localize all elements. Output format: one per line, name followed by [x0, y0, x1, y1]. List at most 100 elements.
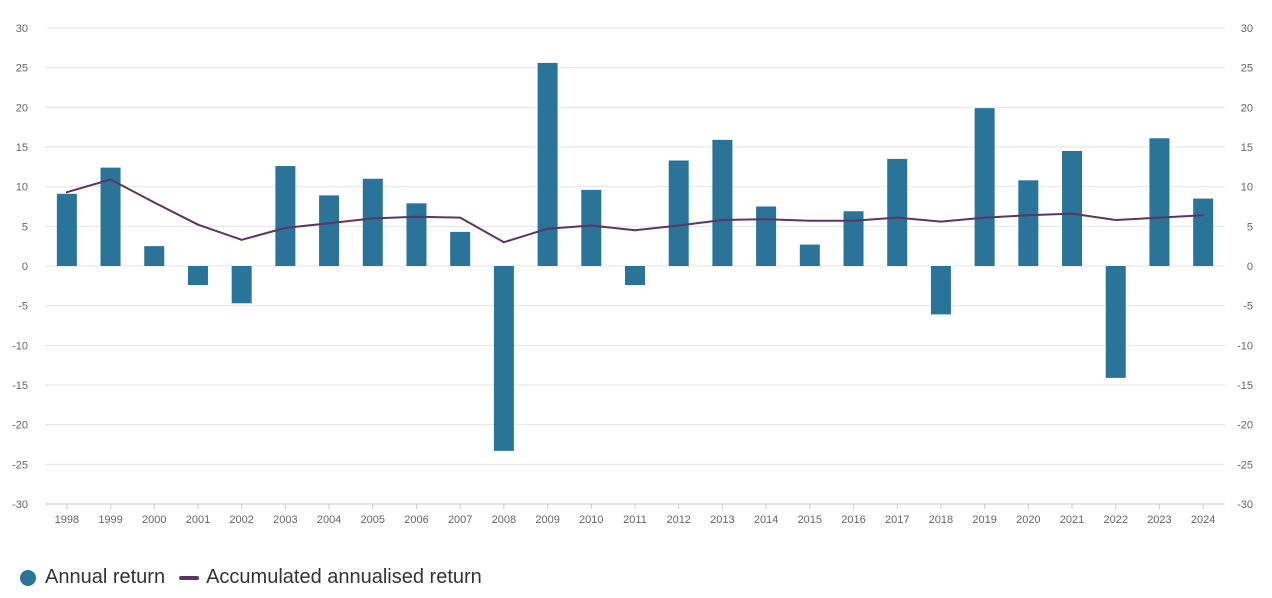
line-point-2001: [196, 223, 199, 226]
line-point-2005: [371, 217, 374, 220]
y-tick-label-left: 20: [16, 102, 28, 114]
x-tick-label: 1998: [55, 514, 79, 526]
line-point-2012: [677, 224, 680, 227]
x-tick-label: 2023: [1147, 514, 1171, 526]
bar-2010: [581, 189, 602, 266]
y-tick-label-left: -20: [12, 420, 28, 432]
bar-2023: [1149, 138, 1170, 266]
line-point-2004: [328, 222, 331, 225]
legend-marker-annual-return: [20, 569, 36, 586]
bar-2012: [668, 160, 689, 266]
bar-2007: [450, 231, 471, 266]
line-point-2024: [1202, 214, 1205, 217]
x-tick-label: 2015: [798, 514, 822, 526]
line-point-2022: [1114, 218, 1117, 221]
x-tick-label: 2005: [361, 514, 385, 526]
y-tick-label-left: 30: [16, 23, 28, 35]
x-tick-label: 2017: [885, 514, 909, 526]
bar-2013: [712, 139, 733, 266]
line-point-2015: [808, 219, 811, 222]
bar-2000: [144, 246, 165, 266]
y-tick-label-left: 10: [16, 182, 28, 194]
y-tick-label-left: -5: [18, 301, 28, 313]
y-tick-label-right: 0: [1247, 261, 1253, 273]
y-tick-label-right: -5: [1243, 301, 1253, 313]
y-axis-right: 30 25 20 15 10 5 0 -5 -10 -15 -20 -25 -30: [1237, 23, 1253, 511]
x-tick-label: 2010: [579, 514, 603, 526]
y-tick-label-right: 25: [1241, 63, 1253, 75]
line-point-2023: [1158, 216, 1161, 219]
x-axis: 1998 1999 2000 2001 2002 2003 2004 2005 2006 2007…: [55, 504, 1215, 526]
y-tick-label-left: 25: [16, 63, 28, 75]
y-axis-left: 30 25 20 15 10 5 0 -5 -10 -15 -20 -25 -30: [12, 23, 28, 511]
bar-1999: [100, 167, 121, 266]
line-point-2006: [415, 215, 418, 218]
bar-2005: [362, 178, 383, 266]
legend-item-annual-return[interactable]: Annual return: [20, 566, 165, 589]
line-point-2018: [939, 220, 942, 223]
x-tick-label: 2004: [317, 514, 341, 526]
x-tick-label: 2012: [666, 514, 690, 526]
bar-2019: [974, 108, 995, 266]
x-tick-label: 2009: [535, 514, 559, 526]
y-tick-label-right: -10: [1237, 340, 1253, 352]
line-point-2007: [459, 216, 462, 219]
bar-2024: [1193, 198, 1214, 266]
x-tick-label: 2013: [710, 514, 734, 526]
y-tick-label-right: -30: [1237, 499, 1253, 511]
y-tick-label-right: 20: [1241, 102, 1253, 114]
bar-2016: [843, 211, 864, 266]
bar-1998: [56, 193, 77, 266]
line-point-2003: [284, 226, 287, 229]
bar-2011: [625, 266, 645, 286]
line-point-2016: [852, 219, 855, 222]
x-tick-label: 2016: [841, 514, 865, 526]
x-tick-label: 1999: [98, 514, 122, 526]
y-tick-label-left: -30: [12, 499, 28, 511]
bar-2014: [756, 206, 777, 266]
y-tick-label-right: 15: [1241, 142, 1253, 154]
y-tick-label-left: -15: [12, 380, 28, 392]
bar-2003: [275, 166, 296, 266]
bar-2020: [1018, 180, 1039, 266]
x-tick-label: 2014: [754, 514, 778, 526]
y-tick-label-right: -25: [1237, 459, 1253, 471]
line-point-2000: [153, 201, 156, 204]
line-point-2002: [240, 238, 243, 241]
y-tick-label-right: -20: [1237, 420, 1253, 432]
line-point-2021: [1071, 212, 1074, 215]
bar-2004: [319, 195, 340, 266]
legend: Annual return Accumulated annualised ret…: [20, 566, 496, 589]
bar-2015: [799, 244, 820, 266]
y-tick-label-left: -10: [12, 340, 28, 352]
y-tick-label-left: -25: [12, 459, 28, 471]
x-tick-label: 2011: [623, 514, 647, 526]
line-point-2013: [721, 218, 724, 221]
line-point-2020: [1027, 214, 1030, 217]
bar-2009: [537, 62, 558, 267]
line-point-2011: [634, 229, 636, 232]
legend-label-annual-return: Annual return: [45, 566, 166, 588]
x-tick-label: 2008: [492, 514, 516, 526]
legend-item-accumulated-return[interactable]: Accumulated annualised return: [179, 566, 482, 589]
y-tick-label-left: 15: [16, 142, 28, 154]
legend-label-accumulated-return: Accumulated annualised return: [206, 566, 482, 588]
line-point-1999: [109, 178, 112, 181]
x-tick-label: 2002: [229, 514, 253, 526]
accumulated-return-line: [65, 178, 1205, 244]
line-point-2009: [546, 227, 549, 230]
x-tick-label: 2024: [1191, 514, 1215, 526]
bar-2022: [1105, 266, 1126, 378]
x-tick-label: 2007: [448, 514, 472, 526]
line-point-2019: [983, 216, 986, 219]
x-tick-label: 2022: [1103, 514, 1127, 526]
bar-2006: [406, 203, 427, 266]
bar-2001: [187, 266, 208, 286]
bar-2017: [887, 158, 908, 266]
bar-2021: [1062, 150, 1083, 266]
bar-2002: [231, 266, 252, 304]
x-tick-label: 2020: [1016, 514, 1040, 526]
bar-2018: [930, 266, 951, 315]
y-tick-label-right: 10: [1241, 182, 1253, 194]
